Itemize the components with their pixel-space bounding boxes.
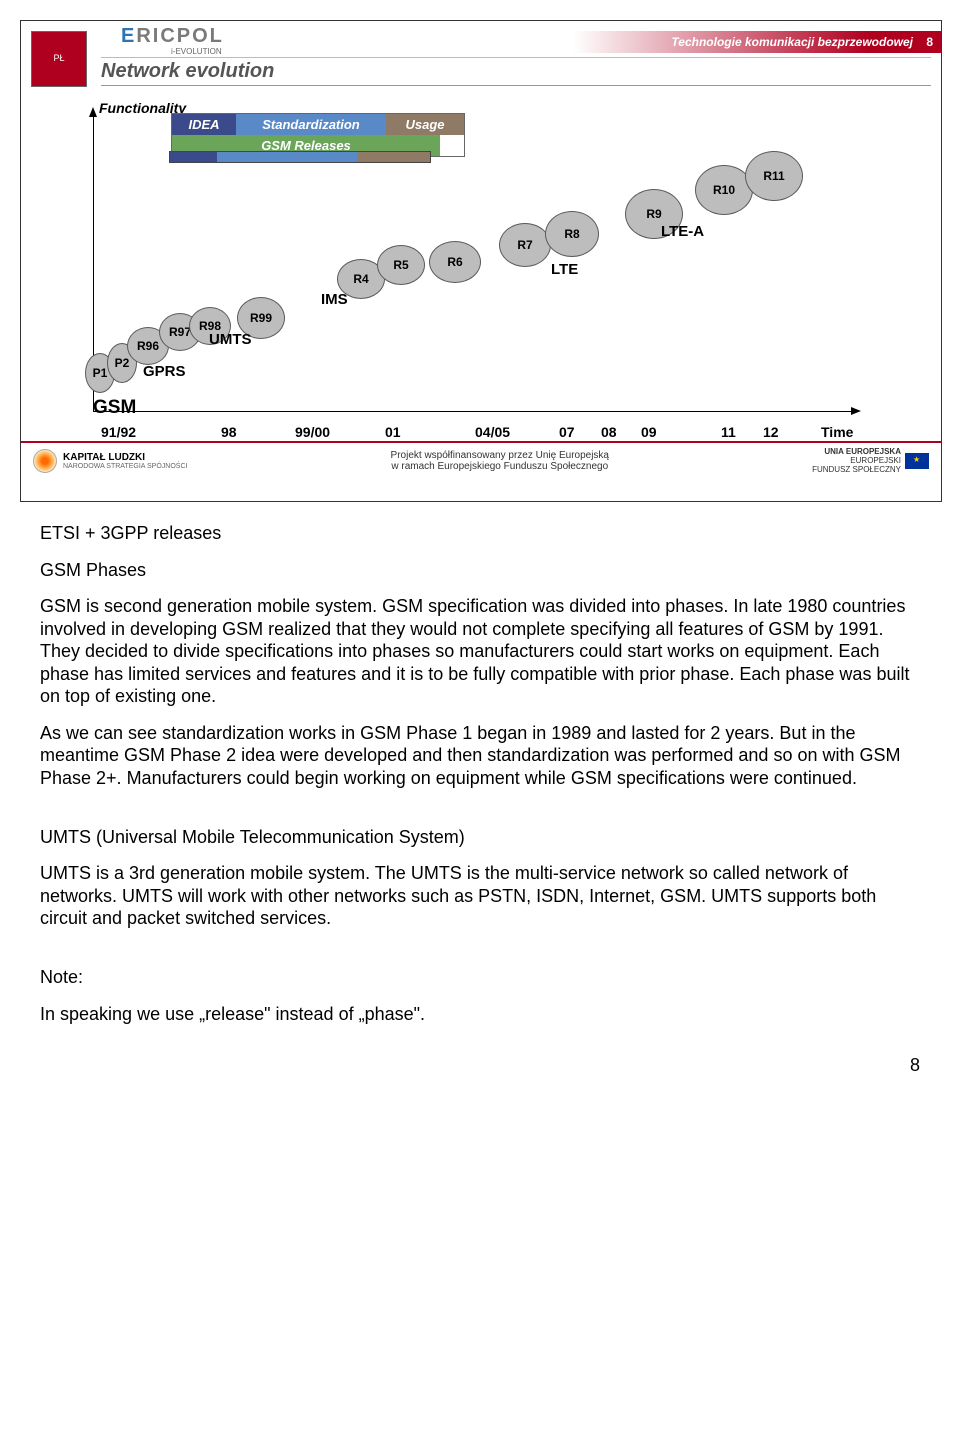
release-r5: R5 [377, 245, 425, 285]
release-r8: R8 [545, 211, 599, 257]
x-tick-09: 09 [641, 424, 657, 440]
kapital-ludzki-icon [33, 449, 57, 473]
footer-center: Projekt współfinansowany przez Unię Euro… [391, 450, 609, 472]
evolution-chart: Functionality IDEA Standardization Usage… [81, 101, 881, 431]
eu-l1: UNIA EUROPEJSKA [812, 447, 901, 456]
note-paragraph: In speaking we use „release" instead of … [40, 1003, 920, 1026]
document-body: ETSI + 3GPP releases GSM Phases GSM is s… [40, 522, 920, 1025]
tech-label-gprs: GPRS [143, 363, 186, 380]
footer-right: UNIA EUROPEJSKA EUROPEJSKI FUNDUSZ SPOŁE… [812, 447, 929, 474]
eu-text-block: UNIA EUROPEJSKA EUROPEJSKI FUNDUSZ SPOŁE… [812, 447, 901, 474]
eu-l2: EUROPEJSKI [812, 456, 901, 465]
footer-center-l1: Projekt współfinansowany przez Unię Euro… [391, 450, 609, 461]
ericpol-subtitle: i-EVOLUTION [171, 47, 222, 56]
release-r11: R11 [745, 151, 803, 201]
x-tick-01: 01 [385, 424, 401, 440]
slide-footer: KAPITAŁ LUDZKI NARODOWA STRATEGIA SPÓJNO… [21, 441, 941, 474]
x-axis-line [93, 411, 853, 412]
legend-standardization: Standardization [236, 114, 386, 135]
eu-flag-icon [905, 453, 929, 469]
tech-label-lte: LTE [551, 261, 578, 278]
tech-label-gsm: GSM [93, 397, 136, 419]
heading-etsi: ETSI + 3GPP releases [40, 522, 920, 545]
x-tick-91-92: 91/92 [101, 424, 136, 440]
slide-page-number: 8 [926, 31, 933, 53]
x-tick-99-00: 99/00 [295, 424, 330, 440]
lodz-university-logo: PŁ [31, 31, 87, 87]
x-tick-98: 98 [221, 424, 237, 440]
release-r6: R6 [429, 241, 481, 283]
release-r7: R7 [499, 223, 551, 267]
stage-bar [169, 151, 431, 163]
note-heading: Note: [40, 966, 920, 989]
footer-center-l2: w ramach Europejskiego Funduszu Społeczn… [391, 461, 609, 472]
x-tick-04-05: 04/05 [475, 424, 510, 440]
footer-logos: KAPITAŁ LUDZKI NARODOWA STRATEGIA SPÓJNO… [21, 447, 941, 474]
x-tick-11: 11 [721, 424, 736, 440]
tech-label-ltea: LTE-A [661, 223, 704, 240]
heading-umts: UMTS (Universal Mobile Telecommunication… [40, 826, 920, 849]
ericpol-logo: ERICPOL [121, 25, 224, 48]
paragraph-gsm-1: GSM is second generation mobile system. … [40, 595, 920, 708]
lodz-logo-text: PŁ [53, 54, 64, 64]
x-tick-08: 08 [601, 424, 617, 440]
paragraph-umts: UMTS is a 3rd generation mobile system. … [40, 862, 920, 930]
paragraph-gsm-2: As we can see standardization works in G… [40, 722, 920, 790]
legend-usage: Usage [386, 114, 464, 135]
slide-title: Network evolution [101, 57, 931, 86]
tech-label-umts: UMTS [209, 331, 252, 348]
ericpol-word: RICPOL [136, 25, 224, 47]
x-tick-07: 07 [559, 424, 575, 440]
page-footer-number: 8 [40, 1055, 920, 1076]
tech-label-ims: IMS [321, 291, 348, 308]
legend-idea: IDEA [172, 114, 236, 135]
header-caption: Technologie komunikacji bezprzewodowej [671, 35, 913, 49]
kl-sub: NARODOWA STRATEGIA SPÓJNOŚCI [63, 463, 187, 470]
kl-text-block: KAPITAŁ LUDZKI NARODOWA STRATEGIA SPÓJNO… [63, 452, 187, 470]
x-tick-12: 12 [763, 424, 779, 440]
header-ribbon: Technologie komunikacji bezprzewodowej 8 [573, 31, 941, 53]
slide-header: PŁ ERICPOL i-EVOLUTION Technologie komun… [21, 21, 941, 87]
heading-gsm-phases: GSM Phases [40, 559, 920, 582]
time-axis-label: Time [821, 424, 853, 440]
slide: PŁ ERICPOL i-EVOLUTION Technologie komun… [20, 20, 942, 502]
x-axis-arrow-icon [851, 407, 861, 415]
footer-left: KAPITAŁ LUDZKI NARODOWA STRATEGIA SPÓJNO… [33, 449, 187, 473]
legend-row-1: IDEA Standardization Usage [172, 114, 464, 135]
kl-title: KAPITAŁ LUDZKI [63, 452, 187, 463]
eu-l3: FUNDUSZ SPOŁECZNY [812, 465, 901, 474]
